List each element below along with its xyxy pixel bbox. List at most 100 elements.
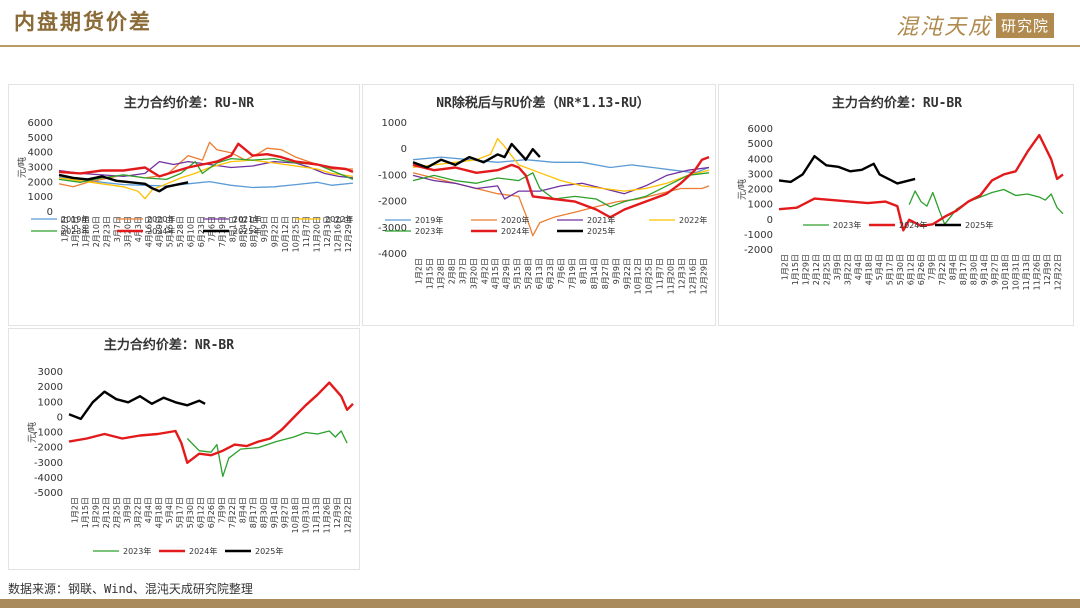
- x-tick-label: 3月22日: [843, 254, 852, 285]
- legend-label: 2025年: [233, 226, 261, 236]
- x-tick-label: 4月3日: [134, 216, 143, 242]
- x-tick-label: 11月20日: [667, 258, 676, 294]
- x-tick-label: 10月12日: [634, 258, 643, 294]
- series-line-2025: [778, 155, 916, 185]
- y-tick-label: 1000: [748, 200, 773, 211]
- legend-label: 2022年: [679, 215, 707, 225]
- x-tick-label: 3月22日: [133, 497, 142, 528]
- x-tick-label: 8月14日: [239, 216, 248, 247]
- chart-panel-ru-br: 主力合约价差：RU-BR -2000 -1000 0 1000 2000 3000 4000 5…: [718, 84, 1074, 326]
- x-tick-label: 6月12日: [196, 497, 205, 528]
- x-tick-label: 2月12日: [812, 254, 821, 285]
- x-tick-label: 2月10日: [92, 216, 101, 247]
- x-tick-label: 9月27日: [281, 497, 290, 528]
- title-divider: [0, 45, 1080, 47]
- series-line-2019: [412, 156, 710, 174]
- legend-label: 2025年: [255, 546, 283, 556]
- chart-nr-ru: NR除税后与RU价差（NR*1.13-RU） -4000 -3000 -2000 -10…: [378, 95, 710, 294]
- y-tick-label: 3000: [748, 169, 773, 180]
- x-tick-label: 1月29日: [91, 497, 100, 528]
- x-tick-label: 8月14日: [590, 258, 599, 289]
- x-tick-label: 3月20日: [469, 258, 478, 289]
- y-tick-label: 1000: [382, 118, 407, 129]
- x-tick-label: 6月23日: [197, 216, 206, 247]
- x-tick-label: 4月18日: [864, 254, 873, 285]
- y-tick-label: 1000: [28, 192, 53, 203]
- x-tick-label: 1月15日: [71, 216, 80, 247]
- x-tick-label: 4月4日: [144, 497, 153, 523]
- legend-label: 2023年: [61, 226, 89, 236]
- x-tick-label: 7月19日: [568, 258, 577, 289]
- y-tick-label: 0: [401, 144, 407, 155]
- x-tick-label: 3月7日: [458, 258, 467, 284]
- x-tick-label: 6月26日: [917, 254, 926, 285]
- y-axis-label: 元/吨: [26, 422, 38, 443]
- chart-title: 主力合约价差：NR-BR: [104, 337, 234, 353]
- x-tick-label: 6月26日: [207, 497, 216, 528]
- x-tick-label: 9月14日: [980, 254, 989, 285]
- x-tick-label: 7月9日: [928, 254, 937, 280]
- x-tick-label: 12月3日: [323, 216, 332, 247]
- chart-panel-nr-br: 主力合约价差：NR-BR -5000 -4000 -3000 -2000 -1000 0 10…: [8, 328, 360, 570]
- x-tick-label: 10月31日: [1012, 254, 1021, 290]
- y-axis-label: 元/吨: [16, 157, 28, 178]
- x-tick-label: 1月28日: [436, 258, 445, 289]
- x-tick-label: 1月28日: [81, 216, 90, 247]
- series-line-2019: [58, 176, 354, 189]
- legend-label: 2020年: [501, 215, 529, 225]
- brand-logo: 混沌天成 研究院: [896, 9, 1054, 41]
- x-tick-label: 11月20日: [312, 216, 321, 252]
- x-tick-label: 4月29日: [502, 258, 511, 289]
- y-tick-label: -2000: [34, 443, 63, 454]
- bottom-band: [0, 599, 1080, 608]
- x-tick-label: 3月9日: [123, 497, 132, 523]
- x-tick-label: 5月30日: [186, 497, 195, 528]
- x-tick-label: 2月23日: [102, 216, 111, 247]
- x-tick-label: 5月4日: [165, 497, 174, 523]
- x-tick-label: 10月25日: [645, 258, 654, 294]
- x-tick-label: 5月15日: [165, 216, 174, 247]
- y-tick-label: 6000: [748, 124, 773, 135]
- x-tick-label: 11月26日: [323, 497, 332, 533]
- series-line-2025: [68, 390, 206, 421]
- chart-panel-ru-nr: 主力合约价差：RU-NR 0 1000 2000 3000 4000 5000 6000 元/吨…: [8, 84, 360, 326]
- x-tick-label: 1月29日: [801, 254, 810, 285]
- series-line-2025: [58, 173, 189, 193]
- x-tick-label: 9月22日: [623, 258, 632, 289]
- x-tick-label: 8月30日: [260, 497, 269, 528]
- x-tick-label: 6月10日: [186, 216, 195, 247]
- x-tick-label: 2月25日: [822, 254, 831, 285]
- y-tick-label: -4000: [378, 249, 407, 260]
- x-tick-label: 12月29日: [700, 258, 709, 294]
- legend-label: 2022年: [325, 214, 353, 224]
- legend-label: 2021年: [233, 214, 261, 224]
- x-tick-label: 4月16日: [144, 216, 153, 247]
- x-tick-label: 1月15日: [81, 497, 90, 528]
- x-tick-label: 12月9日: [333, 497, 342, 528]
- y-tick-label: 0: [767, 215, 773, 226]
- x-tick-label: 1月2日: [60, 216, 69, 242]
- x-tick-label: 9月27日: [991, 254, 1000, 285]
- legend-label: 2024年: [899, 220, 927, 230]
- series-line-2022: [58, 159, 354, 200]
- y-tick-label: -2000: [744, 245, 773, 256]
- y-tick-label: 0: [47, 207, 53, 218]
- x-tick-label: 11月7日: [656, 258, 665, 289]
- x-tick-label: 8月1日: [228, 216, 237, 242]
- y-tick-label: 1000: [38, 397, 63, 408]
- series-line-2024: [58, 142, 354, 178]
- y-tick-label: -4000: [34, 473, 63, 484]
- x-tick-label: 10月25日: [291, 216, 300, 252]
- x-tick-label: 11月26日: [1033, 254, 1042, 290]
- chart-title: 主力合约价差：RU-BR: [832, 95, 962, 111]
- legend-label: 2023年: [415, 226, 443, 236]
- x-tick-label: 7月6日: [557, 258, 566, 284]
- x-tick-label: 8月4日: [949, 254, 958, 280]
- y-tick-label: 2000: [28, 177, 53, 188]
- legend-label: 2019年: [61, 214, 89, 224]
- y-tick-label: -1000: [378, 170, 407, 181]
- series-line-2024: [68, 381, 354, 464]
- legend-label: 2019年: [415, 215, 443, 225]
- x-tick-label: 1月15日: [425, 258, 434, 289]
- y-tick-label: -5000: [34, 488, 63, 499]
